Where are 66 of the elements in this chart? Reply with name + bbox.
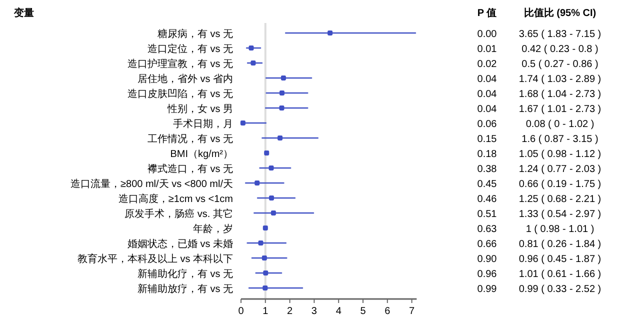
- y-tick-label: 性别，女 vs 男: [166, 103, 233, 115]
- y-tick-label: 造口护理宣教，有 vs 无: [127, 58, 233, 70]
- x-tick-label: 3: [311, 306, 318, 317]
- text: 0.00: [477, 29, 498, 40]
- text: 0.08 ( 0 - 1.02 ): [526, 119, 594, 130]
- y-tick-label: 造口定位，有 vs 无: [147, 43, 233, 55]
- y-tick-label: 婚姻状态，已婚 vs 未婚: [127, 238, 233, 250]
- text: 0.99 ( 0.33 - 2.52 ): [518, 284, 602, 295]
- x-tick-label: 4: [336, 306, 342, 317]
- text: 0.15: [477, 134, 498, 145]
- x-tick-label: 6: [384, 306, 391, 317]
- text: 0.02: [477, 59, 498, 70]
- y-tick-label: 新辅助放疗，有 vs 无: [137, 283, 233, 295]
- y-tick-label: 襻式造口，有 vs 无: [147, 163, 233, 175]
- text: 0.06: [477, 119, 498, 130]
- y-tick-label: 手术日期，月: [173, 118, 233, 130]
- text: 0.51: [477, 209, 498, 220]
- text: 0.66 ( 0.19 - 1.75 ): [518, 179, 602, 190]
- text: 0.5 ( 0.27 - 0.86 ): [522, 59, 598, 70]
- text: 0.46: [477, 194, 498, 205]
- text: 0.18: [477, 149, 498, 160]
- x-tick-label: 1: [262, 306, 269, 317]
- text: 0.66: [477, 239, 498, 250]
- text: 1.24 ( 0.77 - 2.03 ): [518, 164, 602, 175]
- text: 0.99: [477, 284, 498, 295]
- text: 0.04: [477, 104, 498, 115]
- text: 0.81 ( 0.26 - 1.84 ): [518, 239, 602, 250]
- y-tick-label: 教育水平，本科及以上 vs 本科以下: [77, 253, 233, 265]
- text: 1.25 ( 0.68 - 2.21 ): [518, 194, 602, 205]
- text: 0.04: [477, 89, 498, 100]
- y-axis-title: 变量: [13, 7, 34, 19]
- x-tick-label: 2: [287, 306, 294, 317]
- y-tick-label: 造口流量，≥800 ml/天 vs <800 ml/天: [70, 178, 233, 190]
- text: 比值比 (95% CI): [524, 7, 596, 19]
- text: 1.05 ( 0.98 - 1.12 ): [518, 149, 602, 160]
- text: 0.01: [477, 44, 498, 55]
- y-tick-label: 糖尿病，有 vs 无: [157, 28, 233, 40]
- text: 0.96: [477, 269, 498, 280]
- x-tick-label: 7: [409, 306, 416, 317]
- text: 1.01 ( 0.61 - 1.66 ): [518, 269, 602, 280]
- point: [262, 226, 268, 230]
- y-tick-label: 造口高度，≥1cm vs <1cm: [118, 193, 233, 205]
- text: P 值: [477, 7, 497, 19]
- text: 0.04: [477, 74, 498, 85]
- text: 1.74 ( 1.03 - 2.89 ): [518, 74, 602, 85]
- text: 1.68 ( 1.04 - 2.73 ): [518, 89, 602, 100]
- text: 0.90: [477, 254, 498, 265]
- x-tick-label: 0: [238, 306, 244, 317]
- text: 1.67 ( 1.01 - 2.73 ): [518, 104, 602, 115]
- y-tick-label: BMI（kg/m²）: [170, 149, 233, 160]
- text: 0.63: [477, 224, 498, 235]
- y-tick-label: 原发手术，肠癌 vs. 其它: [124, 208, 233, 220]
- y-tick-label: 年龄，岁: [193, 223, 233, 235]
- y-tick-label: 工作情况，有 vs 无: [147, 133, 233, 145]
- x-tick-label: 5: [360, 306, 366, 317]
- y-tick-label: 居住地，省外 vs 省内: [137, 73, 233, 85]
- text: 1.6 ( 0.87 - 3.15 ): [522, 134, 598, 145]
- text: 0.96 ( 0.45 - 1.87 ): [518, 254, 602, 265]
- text: 0.45: [477, 179, 498, 190]
- text: 1 ( 0.98 - 1.01 ): [526, 224, 594, 235]
- y-tick-label: 新辅助化疗，有 vs 无: [137, 268, 233, 280]
- text: 0.42 ( 0.23 - 0.8 ): [522, 44, 598, 55]
- text: 3.65 ( 1.83 - 7.15 ): [518, 29, 602, 40]
- text: 1.33 ( 0.54 - 2.97 ): [518, 209, 602, 220]
- text: 0.38: [477, 164, 498, 175]
- y-tick-label: 造口皮肤凹陷，有 vs 无: [127, 88, 233, 100]
